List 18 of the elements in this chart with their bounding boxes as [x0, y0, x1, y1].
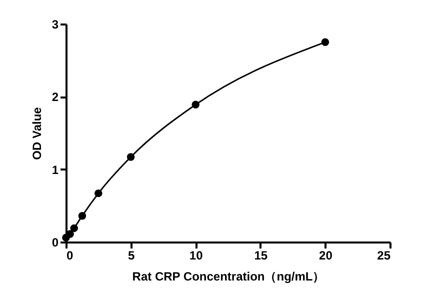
- y-tick-label: 2: [52, 90, 59, 104]
- point: [70, 224, 78, 232]
- x-tick-label: 0: [66, 248, 74, 262]
- y-axis-title: OD Value: [30, 106, 44, 160]
- x-tick-label: 25: [377, 248, 391, 262]
- y-tick-label: 0: [52, 236, 59, 250]
- point: [78, 212, 86, 220]
- y-tick-label: 1: [52, 162, 59, 177]
- point: [94, 189, 102, 198]
- x-tick-label: 5: [128, 248, 135, 262]
- point: [126, 153, 135, 161]
- point: [321, 38, 330, 46]
- x-tick-label: 15: [254, 248, 268, 262]
- y-tick-label: 3: [52, 18, 59, 32]
- x-tick-label: 20: [319, 248, 333, 262]
- point: [192, 100, 200, 109]
- x-tick-label: 10: [189, 248, 204, 262]
- x-axis-title: Rat CRP Concentration（ng/mL）: [132, 270, 325, 284]
